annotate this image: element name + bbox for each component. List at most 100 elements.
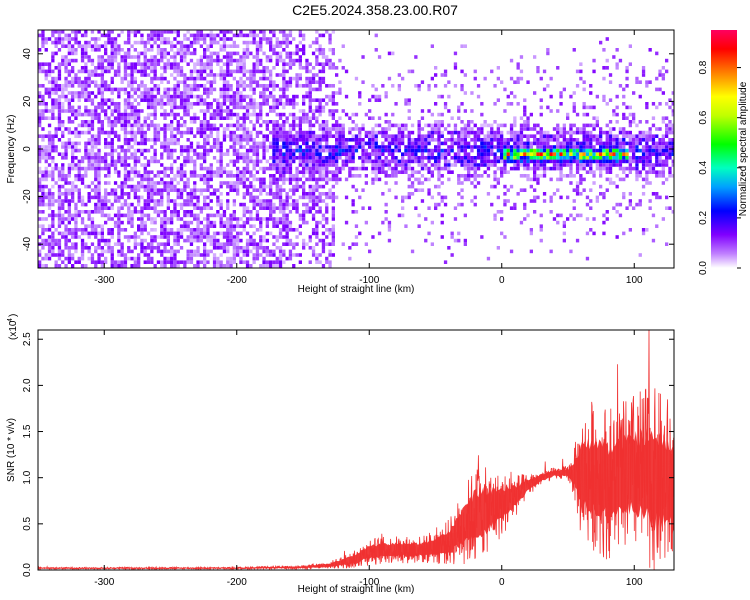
spectrogram-cell — [295, 199, 299, 203]
spectrogram-cell — [80, 91, 85, 95]
spectrogram-cell — [143, 51, 147, 56]
spectrogram-cell — [222, 30, 227, 34]
spectrogram-cell — [97, 127, 101, 131]
spectrogram-cell — [265, 123, 269, 128]
spectrogram-cell — [41, 228, 45, 232]
spectrogram-cell — [298, 253, 302, 257]
spectrogram-cell — [509, 159, 514, 164]
spectrogram-cell — [54, 76, 58, 81]
spectrogram-cell — [80, 48, 85, 52]
spectrogram-cell — [44, 217, 48, 221]
spectrogram-cell — [269, 264, 273, 268]
spectrogram-cell — [414, 141, 418, 146]
spectrogram-cell — [44, 170, 48, 174]
spectrogram-cell — [209, 123, 213, 128]
spectrogram-cell — [87, 235, 91, 239]
spectrogram-cell — [549, 177, 553, 182]
spectrogram-cell — [209, 105, 213, 110]
spectrogram-cell — [249, 174, 253, 178]
spectrogram-cell — [242, 170, 246, 174]
spectrogram-cell — [318, 206, 322, 210]
spectrogram-cell — [226, 231, 230, 236]
spectrogram-cell — [183, 120, 187, 124]
spectrogram-cell — [216, 105, 220, 110]
spectrogram-cell — [285, 69, 289, 74]
spectrogram-cell — [170, 249, 174, 254]
spectrogram-cell — [302, 120, 306, 124]
spectrogram-cell — [437, 170, 441, 174]
spectrogram-cell — [311, 253, 316, 257]
spectrogram-cell — [493, 159, 497, 164]
spectrogram-cell — [61, 55, 65, 59]
spectrogram-cell — [285, 220, 289, 225]
spectrogram-cell — [275, 177, 279, 182]
spectrogram-cell — [137, 123, 141, 128]
spectrogram-cell — [245, 242, 250, 246]
spectrogram-cell — [206, 120, 210, 124]
spectrogram-cell — [71, 105, 75, 110]
spectrogram-cell — [179, 40, 184, 45]
spectrogram-cell — [549, 159, 553, 164]
spectrogram-cell — [183, 130, 187, 135]
spectrogram-cell — [305, 242, 309, 246]
spectrogram-cell — [100, 94, 104, 99]
spectrogram-cell — [97, 163, 101, 167]
spectrogram-cell — [259, 109, 263, 113]
spectrogram-cell — [354, 127, 359, 131]
spectrogram-cell — [173, 202, 177, 207]
spectrogram-cell — [57, 253, 62, 257]
spectrogram-cell — [331, 177, 335, 182]
spectrogram-cell — [41, 210, 45, 214]
spectrogram-cell — [222, 130, 227, 135]
spectrogram-cell — [133, 91, 137, 95]
spectrogram-cell — [117, 44, 121, 48]
spectrogram-cell — [173, 260, 177, 264]
spectrogram-cell — [361, 156, 365, 160]
spectrogram-cell — [110, 40, 114, 45]
spectrogram-cell — [150, 242, 154, 246]
spectrogram-cell — [189, 195, 194, 200]
spectrogram-cell — [556, 220, 560, 225]
spectrogram-cell — [285, 159, 289, 164]
spectrogram-cell — [252, 87, 256, 92]
spectrogram-cell — [546, 130, 550, 135]
spectrogram-cell — [262, 73, 266, 77]
spectrogram-cell — [331, 48, 335, 52]
spectrogram-cell — [298, 170, 302, 174]
spectrogram-cell — [150, 206, 154, 210]
spectrogram-cell — [117, 156, 121, 160]
spectrogram-cell — [203, 231, 207, 236]
spectrogram-cell — [100, 249, 104, 254]
spectrogram-cell — [335, 138, 339, 142]
spectrogram-cell — [77, 69, 81, 74]
spectrogram-cell — [371, 130, 375, 135]
spectrogram-cell — [249, 112, 253, 117]
spectrogram-cell — [51, 242, 55, 246]
spectrogram-cell — [51, 238, 55, 243]
spectrogram-cell — [298, 134, 302, 138]
spectrogram-cell — [84, 48, 88, 52]
spectrogram-cell — [430, 112, 434, 117]
spectrogram-cell — [361, 55, 365, 59]
spectrogram-cell — [123, 127, 128, 131]
spectrogram-cell — [156, 87, 161, 92]
spectrogram-cell — [156, 246, 161, 250]
spectrogram-cell — [170, 134, 174, 138]
spectrogram-cell — [572, 130, 576, 135]
spectrogram-cell — [133, 69, 137, 74]
spectrogram-cell — [160, 228, 164, 232]
spectrogram-cell — [245, 33, 250, 38]
spectrogram-cell — [212, 141, 217, 146]
spectrogram-cell — [219, 206, 223, 210]
spectrogram-cell — [183, 58, 187, 63]
spectrogram-cell — [74, 217, 78, 221]
spectrogram-cell — [354, 235, 359, 239]
spectrogram-cell — [503, 152, 507, 156]
spectrogram-cell — [318, 102, 322, 106]
spectrogram-cell — [51, 51, 55, 56]
spectrogram-cell — [123, 181, 128, 185]
spectrogram-cell — [38, 134, 42, 138]
spectrogram-cell — [358, 134, 362, 138]
spectrogram-cell — [298, 145, 302, 149]
spectrogram-cell — [255, 62, 260, 66]
